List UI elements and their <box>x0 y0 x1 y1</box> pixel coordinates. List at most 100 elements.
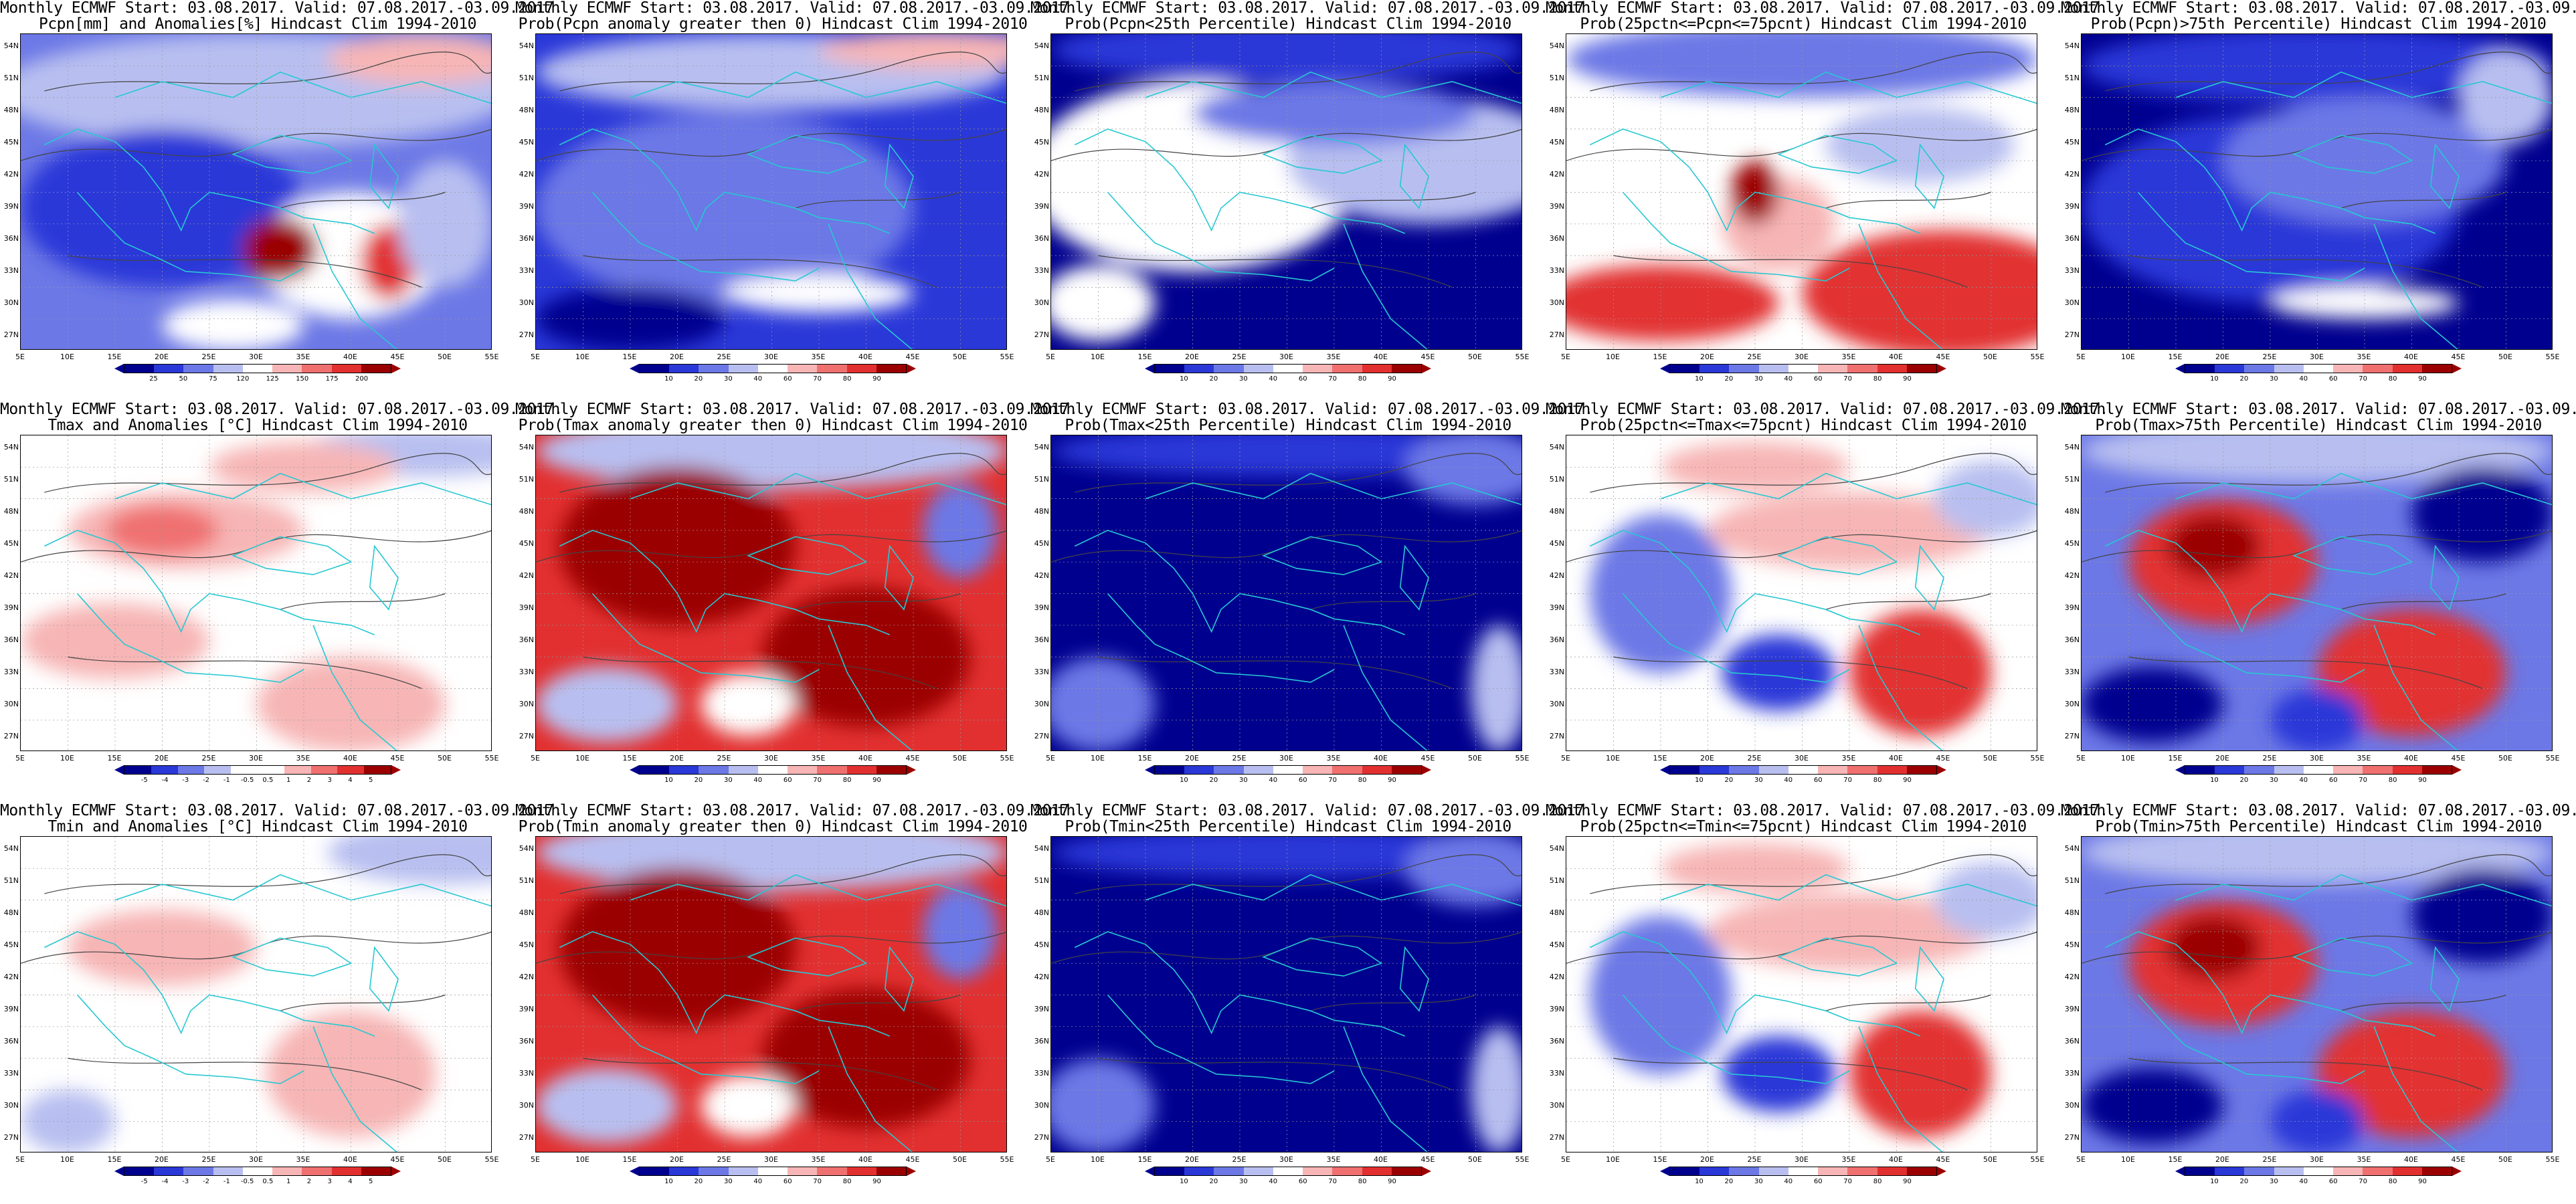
colorbar-swatch <box>1332 766 1362 774</box>
lat-tick-label: 51N <box>1034 876 1049 885</box>
coastline <box>43 530 375 635</box>
coastline <box>77 593 304 683</box>
lat-tick-label: 36N <box>3 234 19 243</box>
coastline <box>1777 937 1898 977</box>
colorbar-label: 60 <box>1298 375 1307 383</box>
colorbar-swatch <box>1906 1167 1936 1175</box>
colorbar-label: 80 <box>1873 375 1882 383</box>
colorbar-max-arrow <box>1937 765 1946 775</box>
field-region <box>819 34 1006 70</box>
lon-tick-label: 50E <box>1468 353 1482 361</box>
lon-tick-label: 20E <box>2215 1155 2229 1164</box>
colorbar-min-arrow <box>630 364 639 373</box>
colorbar-swatch <box>272 1167 302 1175</box>
colorbar-swatch <box>2421 365 2452 373</box>
colorbar-swatch <box>669 1167 699 1175</box>
colorbar-swatch <box>1847 766 1877 774</box>
colorbar <box>2185 1167 2452 1176</box>
colorbar-label: 40 <box>753 1178 763 1185</box>
panel-title-line1: Monthly ECMWF Start: 03.08.2017. Valid: … <box>1030 0 1593 17</box>
lat-tick-label: 33N <box>1549 266 1564 275</box>
coastline <box>232 937 353 977</box>
colorbar-swatch <box>2274 365 2304 373</box>
colorbar <box>1154 1167 1422 1176</box>
lon-tick-label: 5E <box>15 353 25 361</box>
colorbar-label: 30 <box>723 777 733 784</box>
panel-title-line1: Monthly ECMWF Start: 03.08.2017. Valid: … <box>2061 401 2576 418</box>
colorbar-label: 175 <box>325 375 339 383</box>
panel-subtitle: Tmin and Anomalies [°C] Hindcast Clim 19… <box>48 818 468 835</box>
lat-tick-label: 51N <box>1549 74 1564 82</box>
lat-tick-label: 48N <box>3 908 19 917</box>
colorbar-label: 40 <box>1269 777 1278 784</box>
colorbar-swatch <box>1877 1167 1907 1175</box>
coastline <box>369 946 399 1012</box>
panel-subtitle: Prob(Pcpn anomaly greater then 0) Hindca… <box>518 15 1028 33</box>
colorbar-swatch <box>1758 766 1788 774</box>
lat-tick-label: 27N <box>519 732 534 740</box>
coastline <box>1858 223 1943 349</box>
contour-line <box>2128 255 2483 288</box>
colorbar-swatch <box>2244 1167 2274 1175</box>
field-region <box>2166 916 2261 979</box>
colorbar-swatch <box>1729 1167 1759 1175</box>
coastline <box>2429 143 2460 209</box>
contour-line <box>68 255 422 288</box>
lon-tick-label: 15E <box>1653 1155 1667 1164</box>
colorbar-swatch <box>1303 365 1333 373</box>
colorbar-min-arrow <box>1660 765 1669 775</box>
colorbar-swatch <box>284 766 311 774</box>
coastline <box>2175 472 2552 506</box>
coastline <box>1589 530 1921 635</box>
lat-tick-label: 33N <box>3 1069 19 1078</box>
colorbar-swatch <box>1273 766 1303 774</box>
colorbar-label: 20 <box>2239 777 2249 784</box>
lon-tick-label: 55E <box>1515 1155 1530 1164</box>
colorbar-swatch <box>1332 365 1362 373</box>
lat-tick-label: 27N <box>1549 1133 1564 1142</box>
lat-tick-label: 36N <box>1549 635 1564 644</box>
contour-line <box>795 994 961 1011</box>
colorbar-swatch <box>1877 365 1907 373</box>
lon-tick-label: 5E <box>15 754 25 763</box>
colorbar-label: -4 <box>161 1178 169 1185</box>
lon-tick-label: 40E <box>2404 754 2418 763</box>
colorbar-swatch <box>699 1167 729 1175</box>
forecast-map <box>2081 435 2553 751</box>
coastline <box>747 937 868 977</box>
colorbar-label: 10 <box>1695 375 1704 383</box>
colorbar-min-arrow <box>630 765 639 775</box>
colorbar-max-arrow <box>2452 1167 2462 1176</box>
colorbar-swatch <box>1214 365 1244 373</box>
lon-tick-label: 50E <box>2498 754 2512 763</box>
field-region <box>1051 34 1522 82</box>
lat-tick-label: 30N <box>3 298 19 307</box>
colorbar-label: -1 <box>223 777 230 784</box>
lon-tick-label: 50E <box>953 754 967 763</box>
colorbar-label: 70 <box>2359 1178 2368 1185</box>
colorbar-label: 5 <box>369 1178 373 1185</box>
lat-tick-label: 30N <box>1549 298 1564 307</box>
field-region <box>2082 666 2223 742</box>
lon-tick-label: 25E <box>201 754 216 763</box>
colorbar-min-arrow <box>1145 765 1154 775</box>
lon-tick-label: 35E <box>811 754 826 763</box>
colorbar-swatch <box>788 766 818 774</box>
panel-subtitle: Prob(Pcpn<25th Percentile) Hindcast Clim… <box>1065 15 1511 33</box>
colorbar-max-arrow <box>1937 1167 1946 1176</box>
colorbar-swatch <box>817 766 847 774</box>
colorbar-label: -2 <box>203 1178 210 1185</box>
colorbar-swatch <box>876 1167 906 1175</box>
coastline <box>1858 625 1943 750</box>
lon-tick-label: 30E <box>764 353 778 361</box>
colorbar-swatch <box>2392 766 2422 774</box>
colorbar-swatch <box>2215 365 2245 373</box>
field-region <box>701 672 796 736</box>
lon-tick-label: 5E <box>15 1155 25 1164</box>
lat-tick-label: 45N <box>1549 940 1564 949</box>
lon-tick-label: 10E <box>60 353 74 361</box>
lat-tick-label: 45N <box>519 940 534 949</box>
colorbar-swatch <box>1362 766 1392 774</box>
lat-tick-label: 54N <box>2064 844 2080 853</box>
map-panel: Monthly ECMWF Start: 03.08.2017. Valid: … <box>1546 401 2108 803</box>
